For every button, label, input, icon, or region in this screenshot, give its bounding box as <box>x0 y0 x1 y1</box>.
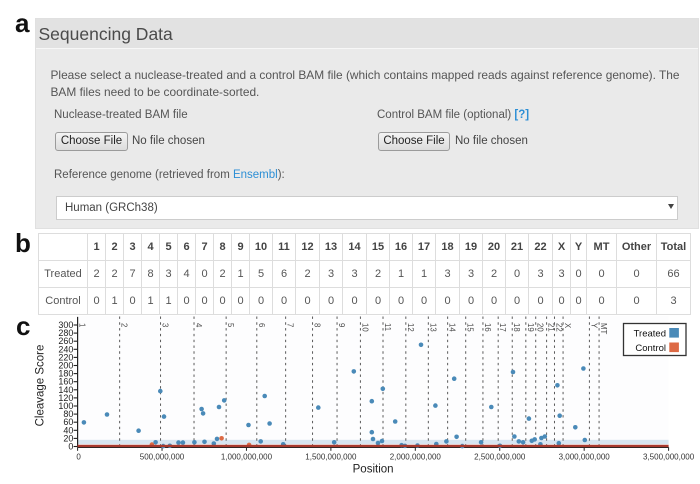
svg-text:10: 10 <box>360 323 369 332</box>
svg-text:17: 17 <box>498 323 507 332</box>
svg-text:3,500,000,000: 3,500,000,000 <box>643 453 695 462</box>
svg-text:200: 200 <box>58 361 73 371</box>
svg-text:220: 220 <box>58 352 73 362</box>
svg-text:260: 260 <box>58 336 73 346</box>
svg-text:22: 22 <box>554 323 563 332</box>
svg-text:280: 280 <box>58 328 73 338</box>
svg-text:8: 8 <box>313 323 322 327</box>
svg-text:MT: MT <box>599 323 608 334</box>
svg-text:0: 0 <box>68 442 73 452</box>
svg-text:15: 15 <box>466 323 475 332</box>
svg-text:12: 12 <box>406 323 415 332</box>
svg-text:2: 2 <box>120 323 129 327</box>
svg-text:Y: Y <box>589 323 598 329</box>
svg-text:Control: Control <box>635 343 666 354</box>
svg-text:21: 21 <box>547 323 556 332</box>
svg-text:120: 120 <box>58 393 73 403</box>
svg-text:80: 80 <box>63 409 73 419</box>
svg-text:Treated: Treated <box>634 328 666 339</box>
svg-text:1,000,000,000: 1,000,000,000 <box>221 453 273 462</box>
svg-text:16: 16 <box>483 323 492 332</box>
svg-text:500,000,000: 500,000,000 <box>140 453 185 462</box>
svg-text:7: 7 <box>286 323 295 327</box>
svg-text:240: 240 <box>58 344 73 354</box>
svg-text:Cleavage Score: Cleavage Score <box>35 345 47 427</box>
svg-text:160: 160 <box>58 377 73 387</box>
svg-text:20: 20 <box>63 433 73 443</box>
svg-text:4: 4 <box>194 323 203 328</box>
svg-text:19: 19 <box>526 323 535 332</box>
svg-text:2,500,000,000: 2,500,000,000 <box>474 453 526 462</box>
svg-text:3: 3 <box>161 323 170 327</box>
svg-text:13: 13 <box>428 323 437 332</box>
svg-text:2,000,000,000: 2,000,000,000 <box>390 453 442 462</box>
svg-text:1: 1 <box>78 323 87 327</box>
svg-text:5: 5 <box>226 323 235 328</box>
svg-text:0: 0 <box>76 453 81 462</box>
svg-text:180: 180 <box>58 369 73 379</box>
svg-text:3,000,000,000: 3,000,000,000 <box>559 453 611 462</box>
svg-text:20: 20 <box>536 323 545 332</box>
svg-text:9: 9 <box>337 323 346 327</box>
svg-text:14: 14 <box>448 323 457 332</box>
svg-text:60: 60 <box>63 417 73 427</box>
svg-text:140: 140 <box>58 385 73 395</box>
svg-text:6: 6 <box>257 323 266 327</box>
svg-text:X: X <box>563 323 572 329</box>
svg-text:18: 18 <box>512 323 521 332</box>
svg-text:Position: Position <box>353 464 394 476</box>
svg-text:100: 100 <box>58 401 73 411</box>
svg-text:1,500,000,000: 1,500,000,000 <box>305 453 357 462</box>
svg-text:11: 11 <box>383 323 392 331</box>
svg-text:40: 40 <box>63 425 73 435</box>
svg-text:300: 300 <box>58 320 73 330</box>
